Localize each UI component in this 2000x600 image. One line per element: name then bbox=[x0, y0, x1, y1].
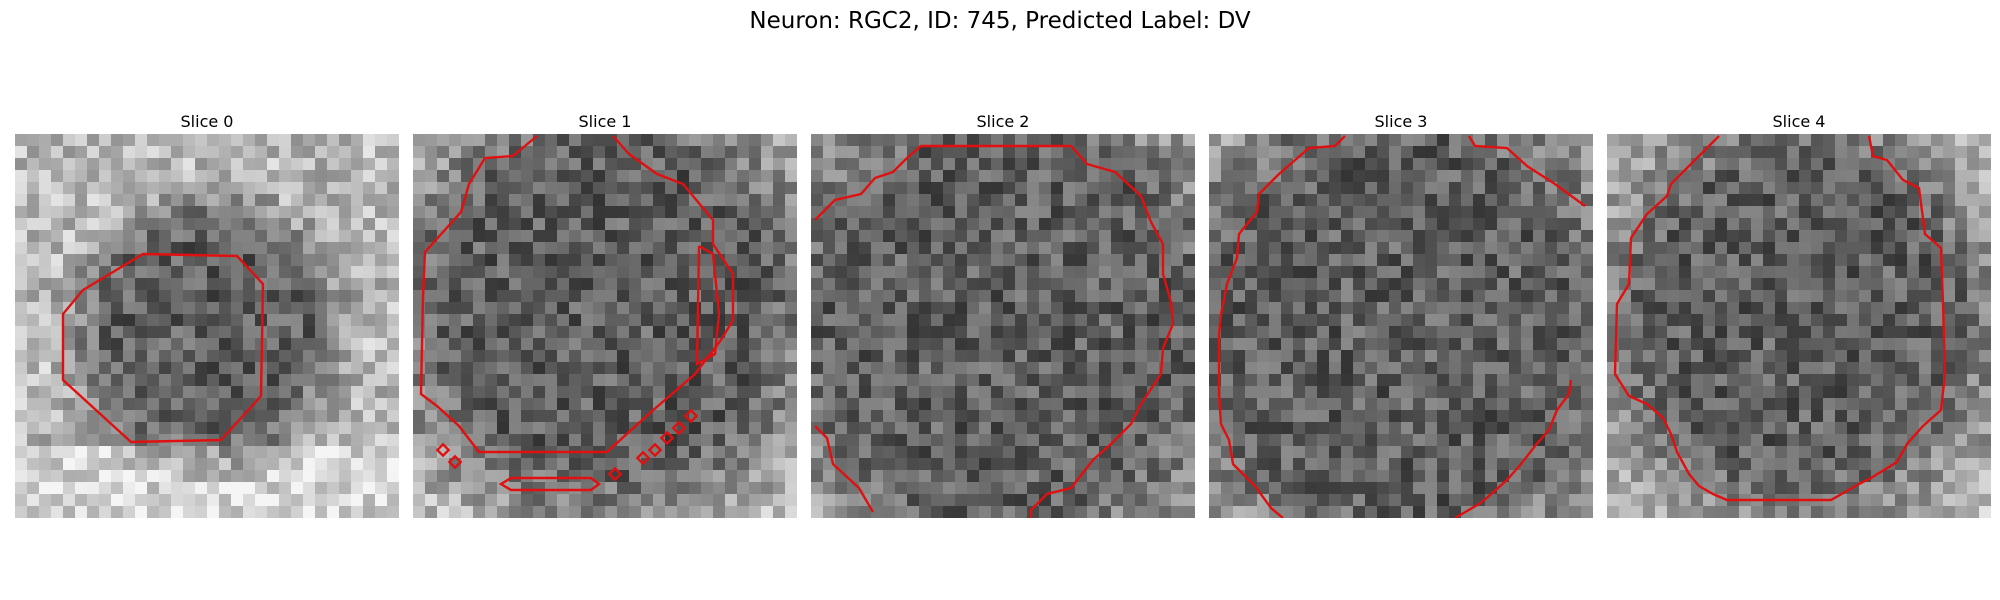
slice-title-2: Slice 2 bbox=[976, 112, 1030, 131]
slice-panel-4: Slice 4 bbox=[1607, 110, 1991, 518]
slice-image-1 bbox=[413, 134, 797, 518]
slice-panel-0: Slice 0 bbox=[15, 110, 399, 518]
slice-image-3 bbox=[1209, 134, 1593, 518]
contour-0 bbox=[61, 252, 265, 444]
slice-title-4: Slice 4 bbox=[1772, 112, 1826, 131]
figure-title: Neuron: RGC2, ID: 745, Predicted Label: … bbox=[749, 8, 1251, 34]
contour-1-blob bbox=[498, 476, 601, 492]
slice-panel-2: Slice 2 bbox=[811, 110, 1195, 518]
contour-3-left bbox=[1217, 135, 1346, 518]
contour-1-dots bbox=[435, 408, 699, 482]
contour-3-bottom bbox=[1454, 379, 1573, 518]
contour-4-main bbox=[1613, 135, 1947, 502]
slice-image-2 bbox=[811, 134, 1195, 518]
slice-panel-1: Slice 1 bbox=[413, 110, 797, 518]
contour-2-main bbox=[814, 144, 1175, 518]
contour-3-right bbox=[1467, 135, 1586, 207]
slice-title-1: Slice 1 bbox=[578, 112, 632, 131]
contour-2-corner bbox=[814, 425, 875, 513]
contour-1-main bbox=[419, 135, 735, 454]
contour-1-inner bbox=[695, 244, 721, 367]
slice-title-3: Slice 3 bbox=[1374, 112, 1428, 131]
slice-title-0: Slice 0 bbox=[180, 112, 234, 131]
slice-image-0 bbox=[15, 134, 399, 518]
slice-panel-3: Slice 3 bbox=[1209, 110, 1593, 518]
slice-image-4 bbox=[1607, 134, 1991, 518]
